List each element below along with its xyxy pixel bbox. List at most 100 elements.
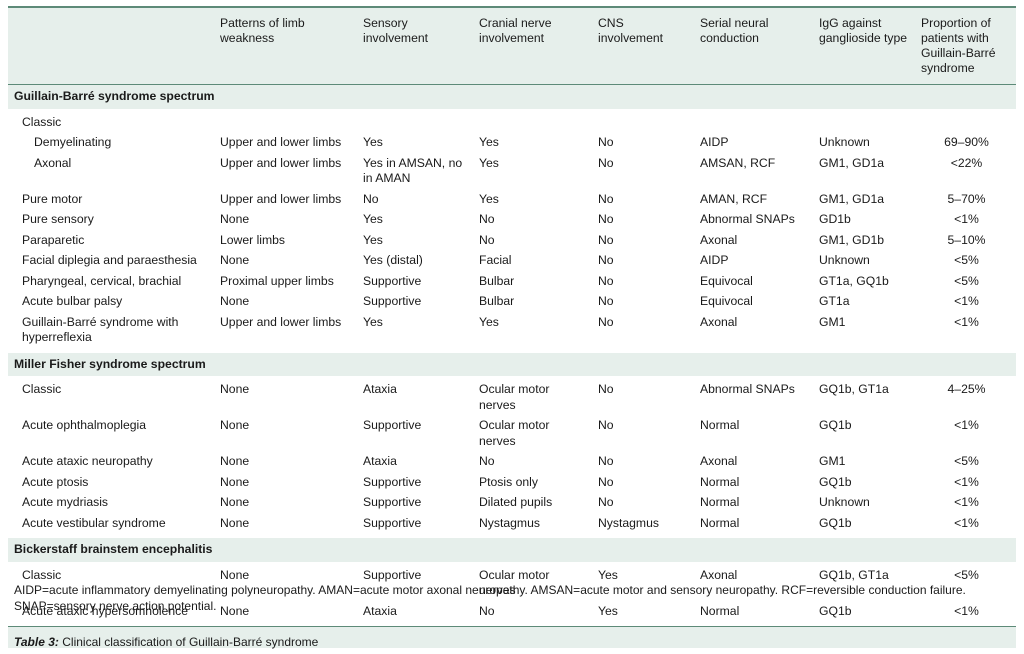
table-cell: Abnormal SNAPs [694, 210, 813, 231]
table-cell: Axonal [694, 565, 813, 602]
table-cell: None [214, 292, 357, 313]
table-cell: No [473, 210, 592, 231]
table-cell: Supportive [357, 271, 473, 292]
column-header: Cranial nerve involvement [473, 8, 592, 85]
table-cell: Bulbar [473, 271, 592, 292]
table-cell: No [592, 230, 694, 251]
table-cell: GQ1b [813, 472, 915, 493]
table-row: Acute bulbar palsy None Supportive Bulbar No… [8, 292, 1016, 313]
table-cell: GQ1b [813, 416, 915, 452]
table-cell [357, 112, 473, 133]
table-row: Demyelinating Upper and lower limbs Yes Yes… [8, 133, 1016, 154]
table-row: Pure motor Upper and lower limbs No Yes No AM… [8, 189, 1016, 210]
table-cell: <5% [915, 565, 1016, 602]
table-cell: Acute ataxic hypersomnolence [8, 601, 214, 622]
table-row: Acute ptosis None Supportive Ptosis only No N… [8, 472, 1016, 493]
table-cell: Supportive [357, 513, 473, 534]
table-cell: Yes [592, 601, 694, 622]
table-cell: Yes [592, 565, 694, 602]
spacer-cell [8, 561, 1016, 566]
table-cell: Yes [357, 210, 473, 231]
table-cell: <5% [915, 251, 1016, 272]
table-cell: Ptosis only [473, 472, 592, 493]
table-cell: Ocular motor nerves [473, 380, 592, 416]
table-cell: Yes [473, 153, 592, 190]
table-cell: Nystagmus [592, 513, 694, 534]
table-cell: Axonal [694, 230, 813, 251]
table-cell: Axonal [694, 312, 813, 349]
table-cell: Bulbar [473, 292, 592, 313]
table-cell: Classic [8, 565, 214, 602]
table-cell: <5% [915, 271, 1016, 292]
table-cell: <1% [915, 472, 1016, 493]
table-cell: Nystagmus [473, 513, 592, 534]
table-row: Facial diplegia and paraesthesia None Yes … [8, 251, 1016, 272]
table-cell: Facial [473, 251, 592, 272]
header-row: Patterns of limb weakness Sensory involv… [8, 8, 1016, 85]
table-cell: Ataxia [357, 452, 473, 473]
spacer-cell [8, 348, 1016, 353]
table-cell: No [592, 416, 694, 452]
table-cell: No [473, 230, 592, 251]
table-cell: <1% [915, 513, 1016, 534]
table-cell: Normal [694, 601, 813, 622]
table-row: Acute mydriasis None Supportive Dilated pup… [8, 493, 1016, 514]
table-cell [694, 112, 813, 133]
table-cell: GM1 [813, 312, 915, 349]
spacer-row [8, 534, 1016, 538]
table-cell: No [473, 452, 592, 473]
table-cell: AMSAN, RCF [694, 153, 813, 190]
table-cell: Upper and lower limbs [214, 189, 357, 210]
table-cell: <22% [915, 153, 1016, 190]
table-cell: None [214, 513, 357, 534]
table-cell: <1% [915, 210, 1016, 231]
table-cell: AIDP [694, 251, 813, 272]
table-row: Acute vestibular syndrome None Supportive N… [8, 513, 1016, 534]
table-cell: Classic [8, 380, 214, 416]
table-cell: Acute mydriasis [8, 493, 214, 514]
column-header: Patterns of limb weakness [214, 8, 357, 85]
table-cell: None [214, 380, 357, 416]
table-cell: Guillain-Barré syndrome with hyperreflex… [8, 312, 214, 349]
table-cell: Unknown [813, 493, 915, 514]
table-row: Guillain-Barré syndrome with hyperreflex… [8, 312, 1016, 349]
table-cell: None [214, 493, 357, 514]
table-cell: Axonal [8, 153, 214, 190]
table-cell: No [592, 452, 694, 473]
table-footnote: AIDP=acute inflammatory demyelinating po… [14, 583, 966, 613]
table-cell: Dilated pupils [473, 493, 592, 514]
table-cell: Pharyngeal, cervical, brachial [8, 271, 214, 292]
table-cell: Normal [694, 513, 813, 534]
table-cell: Yes (distal) [357, 251, 473, 272]
table-cell: No [592, 493, 694, 514]
table-cell: Unknown [813, 251, 915, 272]
table-cell: GM1 [813, 452, 915, 473]
spacer-cell [8, 108, 1016, 113]
section-header-row: Guillain-Barré syndrome spectrum [8, 85, 1016, 109]
table-body: Guillain-Barré syndrome spectrum Classic D… [8, 85, 1016, 626]
table-cell: Acute ptosis [8, 472, 214, 493]
table-cell: Ocular motor nerves [473, 416, 592, 452]
spacer-row [8, 376, 1016, 380]
column-header: Sensory involvement [357, 8, 473, 85]
table-cell: Abnormal SNAPs [694, 380, 813, 416]
table-cell [592, 112, 694, 133]
table-cell: <1% [915, 601, 1016, 622]
table-cell: Yes [357, 133, 473, 154]
column-header: Serial neural conduction [694, 8, 813, 85]
table-cell: No [592, 271, 694, 292]
table-cell: No [592, 210, 694, 231]
table-cell: <1% [915, 292, 1016, 313]
table-cell: No [592, 380, 694, 416]
table-cell: Yes [473, 189, 592, 210]
table-cell: Normal [694, 472, 813, 493]
table-cell [473, 112, 592, 133]
table-cell: Supportive [357, 292, 473, 313]
table-row: Classic [8, 112, 1016, 133]
table-cell: Yes [473, 133, 592, 154]
table-cell: Supportive [357, 416, 473, 452]
spacer-row [8, 561, 1016, 566]
table-cell: No [592, 189, 694, 210]
table-cell: Normal [694, 493, 813, 514]
table-row: Acute ataxic neuropathy None Ataxia No No Axo… [8, 452, 1016, 473]
